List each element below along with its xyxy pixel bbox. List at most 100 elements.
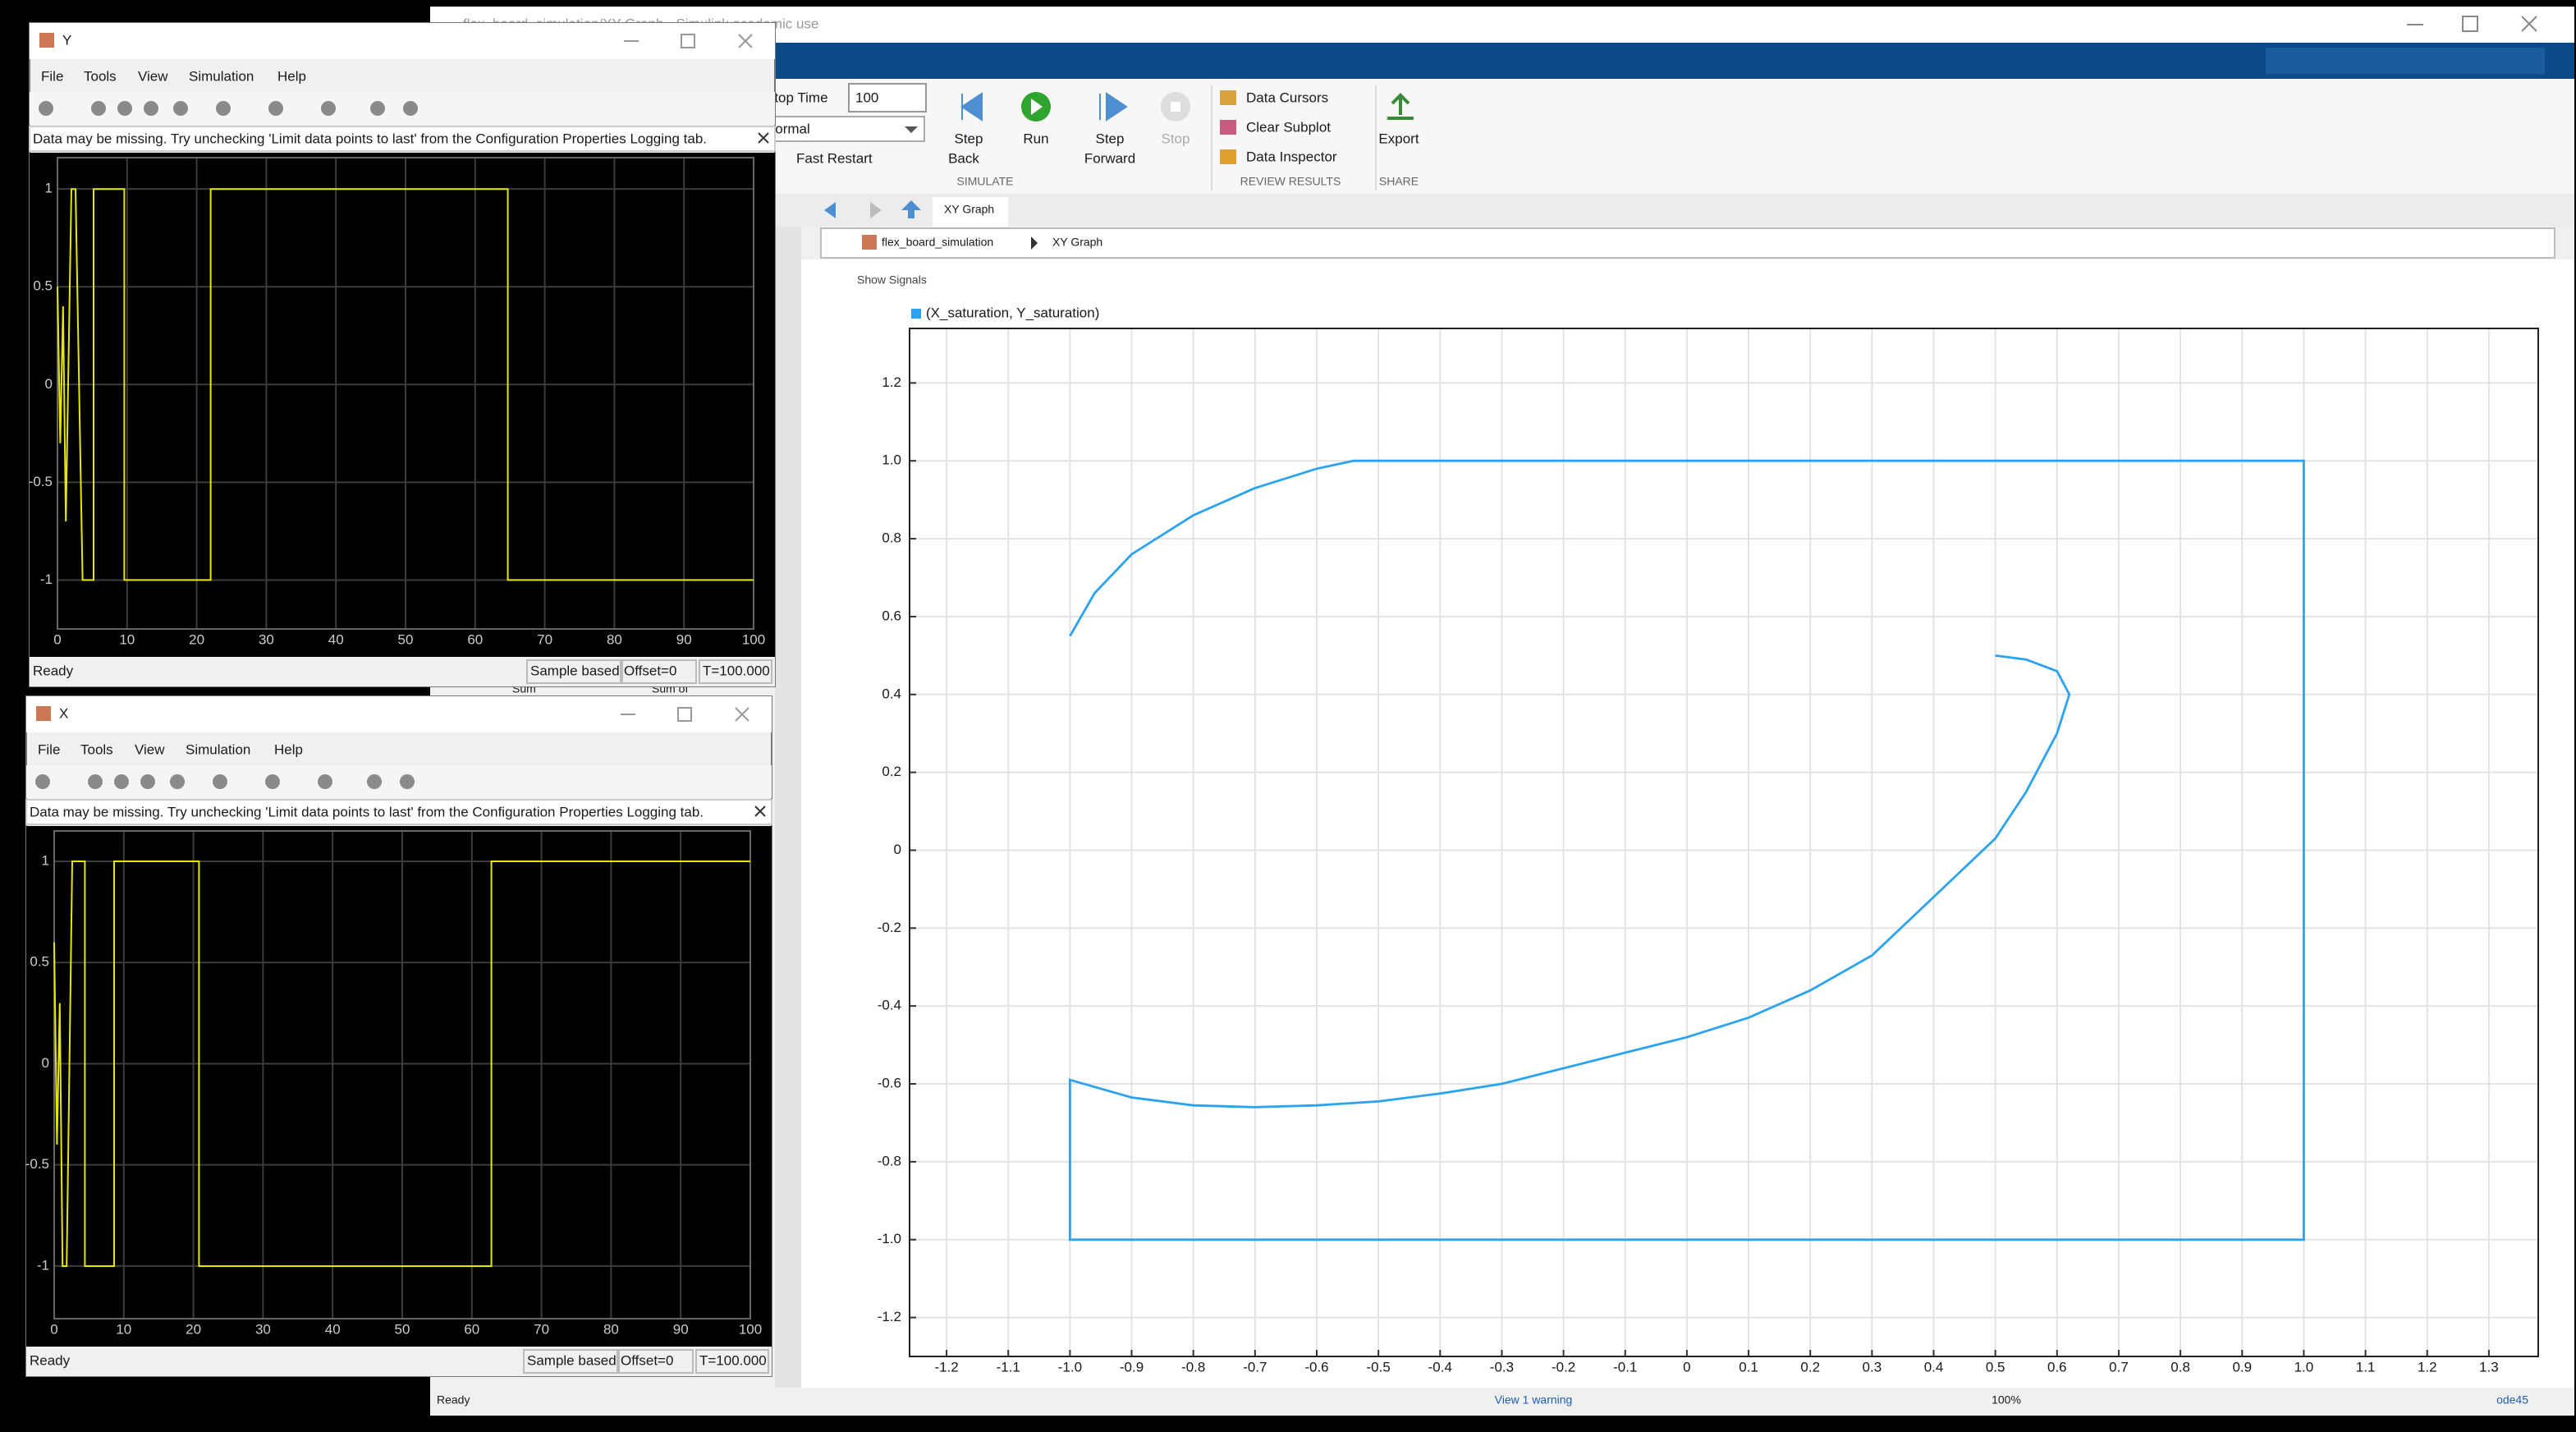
step-forward-2[interactable]: Forward — [1084, 150, 1135, 166]
stop[interactable]: Stop — [1162, 131, 1190, 146]
stop-time-label: Stop Time — [765, 90, 828, 105]
up-arrow[interactable] — [901, 200, 921, 218]
toolbar-button[interactable] — [367, 774, 382, 789]
toolbar-button[interactable] — [173, 101, 188, 116]
y-tick-label: -0.5 — [25, 1156, 49, 1172]
y-tick-label: -0.6 — [878, 1076, 901, 1091]
toolbar-button[interactable] — [114, 774, 129, 789]
status-solver[interactable]: ode45 — [2496, 1393, 2528, 1407]
y-tick-label: -1 — [40, 571, 53, 587]
status-bar — [26, 1347, 772, 1376]
step-back-icon[interactable] — [960, 92, 983, 122]
mode[interactable]: Normal — [765, 121, 810, 136]
toolbar-button[interactable] — [318, 774, 332, 789]
export-icon[interactable] — [1387, 93, 1414, 120]
step-back-2[interactable]: Back — [948, 150, 979, 166]
maximize[interactable] — [681, 34, 695, 48]
xy-line — [1069, 459, 2305, 1242]
data-cursors[interactable]: Data Cursors — [1246, 90, 1328, 105]
x-tick-label: 40 — [328, 631, 344, 647]
toolbar-button[interactable] — [144, 101, 158, 116]
fast-restart[interactable]: Fast Restart — [796, 150, 873, 166]
toolbar-button[interactable] — [88, 774, 103, 789]
title-bar — [430, 7, 2574, 43]
x-tick-label: 10 — [119, 631, 135, 647]
toolbar-button[interactable] — [216, 101, 231, 116]
stop-time-input[interactable] — [848, 83, 927, 112]
status-field — [616, 1349, 694, 1374]
y-tick-label: 1.0 — [882, 452, 901, 468]
x-tick-label: 0.8 — [2170, 1359, 2190, 1375]
toolbar-button[interactable] — [35, 774, 50, 789]
menu-item[interactable]: Tools — [84, 68, 117, 84]
y-tick-label: 0 — [894, 842, 901, 857]
x-tick-label: 40 — [325, 1321, 341, 1337]
stop-square — [1171, 102, 1180, 112]
maximize[interactable] — [677, 707, 692, 722]
close[interactable] — [2521, 16, 2537, 32]
warning-text: Data may be missing. Try unchecking 'Lim… — [33, 131, 707, 146]
app-icon — [36, 706, 51, 721]
menu-item[interactable]: File — [41, 68, 63, 84]
main-window: flex_board_simulation/XY Graph - Simulin… — [430, 7, 2574, 1416]
stop-time-value[interactable]: 100 — [855, 90, 878, 105]
menu-item[interactable]: File — [38, 741, 60, 757]
x-tick-label: 100 — [739, 1321, 762, 1337]
menu-item[interactable]: Simulation — [186, 741, 250, 757]
menu-item[interactable]: View — [135, 741, 165, 757]
breadcrumb[interactable]: flex_board_simulation — [882, 236, 993, 249]
toolbar-button[interactable] — [403, 101, 418, 116]
signal-line — [53, 861, 750, 1267]
toolbar-button[interactable] — [39, 101, 53, 116]
x-tick-label: 0.4 — [1924, 1359, 1944, 1375]
menu-item[interactable]: Simulation — [189, 68, 254, 84]
menu-item[interactable]: Help — [277, 68, 306, 84]
menu-item[interactable]: Help — [274, 741, 303, 757]
maximize[interactable] — [2462, 16, 2478, 32]
toolbar-button[interactable] — [140, 774, 155, 789]
toolbar-button[interactable] — [91, 101, 106, 116]
toolbar-button[interactable] — [170, 774, 185, 789]
step-back-1[interactable]: Step — [955, 131, 983, 146]
toolbar-button[interactable] — [213, 774, 227, 789]
forward-arrow[interactable] — [870, 202, 882, 218]
axes-box — [57, 157, 754, 630]
toolbar-button[interactable] — [400, 774, 415, 789]
breadcrumb[interactable]: XY Graph — [1052, 236, 1102, 249]
back-arrow[interactable] — [824, 202, 836, 218]
close[interactable] — [738, 34, 753, 48]
tab-label[interactable]: XY Graph — [944, 203, 994, 216]
status-text: Sample based — [530, 663, 620, 678]
status-field — [695, 1349, 769, 1374]
menu-item[interactable]: View — [138, 68, 168, 84]
plot-bg — [26, 826, 772, 1347]
warning-close[interactable] — [754, 806, 766, 817]
model-icon — [862, 235, 877, 250]
toolbar-button[interactable] — [117, 101, 132, 116]
status-warning[interactable]: View 1 warning — [1495, 1393, 1573, 1407]
toolbar-button[interactable] — [370, 101, 385, 116]
x-tick-label: 100 — [742, 631, 765, 647]
warning-bar — [29, 126, 776, 152]
menu-item[interactable]: Tools — [80, 741, 113, 757]
clear-subplot[interactable]: Clear Subplot — [1246, 119, 1331, 135]
step-forward-icon[interactable] — [1099, 92, 1128, 122]
tab[interactable] — [933, 197, 1008, 227]
data-inspector[interactable]: Data Inspector — [1246, 149, 1337, 164]
step-forward-1[interactable]: Step — [1096, 131, 1125, 146]
x-tick-label: 50 — [398, 631, 414, 647]
x-tick-label: 20 — [186, 1321, 201, 1337]
toolbar-button[interactable] — [321, 101, 336, 116]
warning-close[interactable] — [758, 132, 769, 144]
x-tick-label: 0 — [1683, 1359, 1690, 1375]
run[interactable]: Run — [1023, 131, 1048, 146]
export[interactable]: Export — [1378, 131, 1419, 146]
status-text: Offset=0 — [624, 663, 676, 678]
toolbar-button[interactable] — [265, 774, 280, 789]
show-signals[interactable]: Show Signals — [857, 273, 927, 287]
close[interactable] — [735, 707, 749, 722]
window-title: Y — [62, 32, 71, 48]
toolbar-button[interactable] — [268, 101, 283, 116]
data-cursors-icon — [1220, 90, 1236, 105]
